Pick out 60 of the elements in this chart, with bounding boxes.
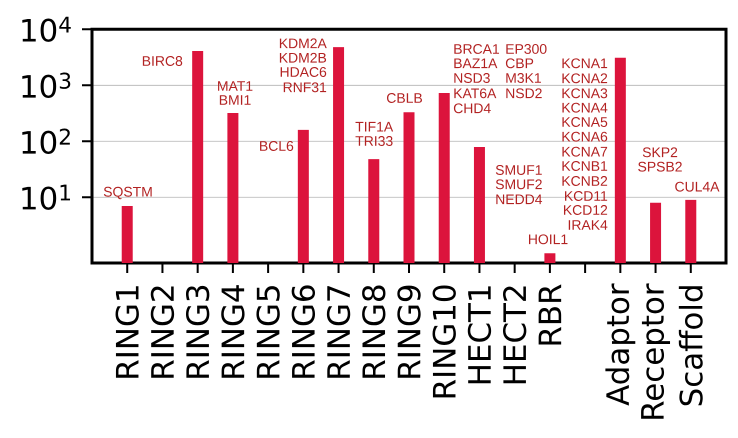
y-tick-label: 10$^{3}$ (22, 72, 70, 98)
annotation: KCNB2 (562, 176, 608, 186)
annotation: KCNA7 (562, 146, 608, 157)
annotation: SKP2 (642, 147, 678, 158)
y-tick-label: 10$^{2}$ (22, 128, 70, 154)
x-tick-label: RING3 (186, 286, 210, 378)
x-tick-label: RING1 (116, 286, 139, 378)
annotation: MAT1 (218, 81, 252, 91)
x-tick-label: HECT1 (468, 286, 492, 384)
annotation: NEDD4 (496, 194, 542, 204)
annotation: KCD12 (564, 205, 608, 215)
annotation: EP300 (506, 44, 547, 54)
annotation: NSD3 (454, 73, 490, 83)
annotation: SPSB2 (638, 162, 682, 172)
x-tick-label: HECT2 (502, 286, 526, 384)
x-tick-label: Scaffold (678, 286, 703, 406)
annotation: BMI1 (220, 95, 251, 105)
annotation: CBP (506, 58, 534, 68)
annotation: RNF31 (284, 82, 326, 92)
annotation: TIF1A (356, 122, 394, 132)
annotation: SQSTM (104, 186, 152, 200)
annotation: KCNA3 (562, 88, 608, 98)
annotation: KCD11 (565, 191, 608, 201)
x-tick-label: RING6 (292, 285, 316, 378)
annotation: KCNA6 (562, 132, 608, 142)
annotation: TRI33 (356, 136, 393, 146)
annotation: IRAK4 (568, 220, 608, 230)
annotation: BCL6 (260, 141, 294, 151)
annotation: KAT6A (454, 88, 496, 98)
x-tick-label: RBR (538, 284, 562, 345)
annotation: KDM2A (280, 38, 327, 48)
annotation: CBLB (386, 93, 422, 103)
annotation: NSD2 (506, 88, 542, 98)
annotation: KCNA4 (562, 102, 608, 113)
y-tick-label: 10$^{4}$ (22, 16, 71, 42)
y-tick-label: 10$^{1}$ (22, 184, 70, 210)
annotation: KCNA5 (562, 117, 608, 127)
x-tick-label: RING5 (256, 286, 280, 378)
annotation: KCNB1 (562, 161, 608, 171)
x-tick-label: RING7 (326, 286, 350, 378)
annotation: KCNA2 (562, 73, 608, 84)
annotation: HOIL1 (528, 234, 568, 244)
annotation: KDM2B (280, 52, 326, 63)
x-tick-label: RING4 (221, 285, 245, 378)
x-tick-label: RING8 (362, 286, 386, 378)
annotation: BIRC8 (142, 56, 182, 66)
x-tick-label: RING2 (150, 286, 174, 378)
annotation: CUL4A (675, 182, 720, 192)
annotation: M3K1 (506, 73, 541, 83)
annotation: BAZ1A (454, 58, 498, 68)
annotation: KCNA1 (562, 58, 608, 68)
annotation: BRCA1 (454, 44, 500, 54)
annotation: CHD4 (454, 103, 491, 114)
annotation: SMUF1 (496, 165, 542, 175)
x-tick-label: Adaptor (605, 283, 636, 406)
x-tick-label: RING10 (432, 286, 456, 398)
annotation: HDAC6 (280, 67, 326, 77)
x-tick-label: Receptor (641, 283, 670, 419)
x-tick-label: RING9 (397, 286, 421, 378)
annotation: SMUF2 (496, 179, 542, 190)
